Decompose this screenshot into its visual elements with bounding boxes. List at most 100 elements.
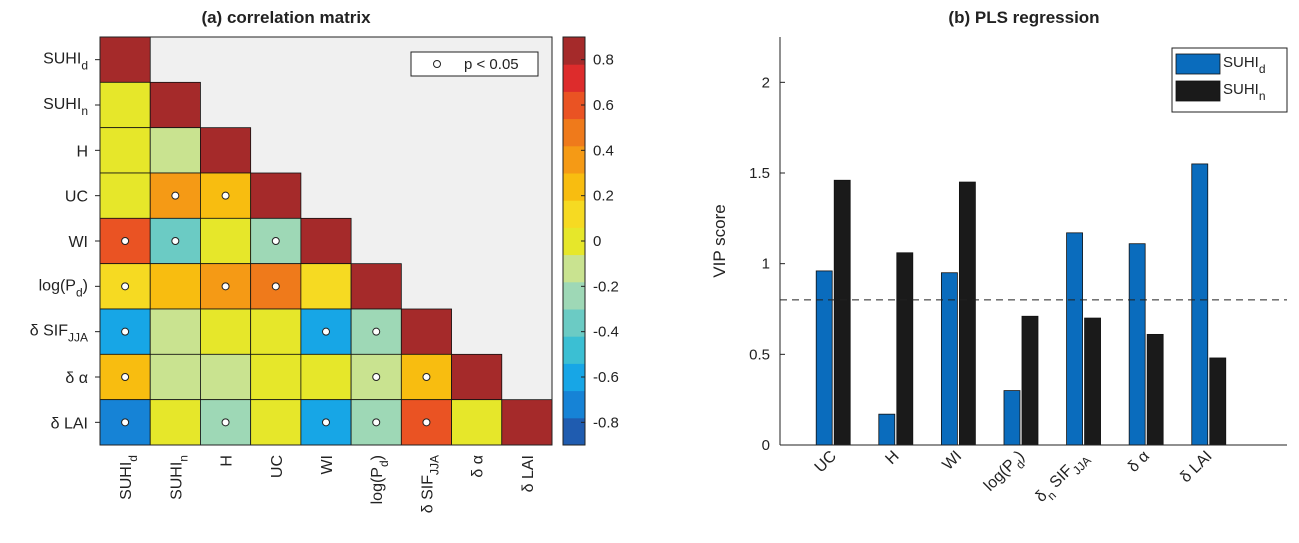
bar-legend-swatch — [1175, 80, 1221, 102]
bar-legend-swatch — [1175, 53, 1221, 75]
colorbar-tick-label: 0 — [593, 233, 601, 250]
colorbar-tick-label: 0.4 — [593, 142, 614, 159]
x-tick-label-group: δ LAI — [1177, 448, 1215, 486]
significance-dot — [121, 282, 130, 291]
correlation-title: (a) correlation matrix — [201, 8, 371, 27]
bar-legend: SUHId SUHIn — [1171, 47, 1288, 113]
bar — [1066, 232, 1083, 446]
significance-dot — [121, 373, 130, 381]
column-label-group: SUHId — [118, 455, 140, 500]
heatmap-cell — [99, 127, 151, 174]
heatmap-cell — [250, 399, 302, 446]
column-label-group: δ LAI — [520, 455, 537, 492]
x-tick-label-group: δn SIFJJA — [1032, 448, 1093, 509]
heatmap-cell — [451, 399, 503, 446]
bar — [1146, 333, 1164, 446]
significance-dot — [221, 418, 230, 427]
x-tick-label: WI — [939, 448, 965, 474]
colorbar-segment — [563, 390, 585, 419]
heatmap-cell — [99, 172, 151, 219]
colorbar-tick-label: -0.4 — [593, 324, 619, 341]
row-label: log(Pd) — [39, 277, 88, 299]
y-tick-label: 1.5 — [749, 165, 770, 182]
bar — [958, 181, 976, 446]
x-tick-label: δn SIFJJA — [1032, 448, 1093, 509]
x-tick-label-group: log(Pd) — [981, 448, 1028, 495]
bar — [940, 272, 958, 446]
bar — [1021, 315, 1039, 446]
colorbar-segment — [563, 118, 585, 147]
pls-panel: (b) PLS regression 0 0.5 1 1.5 2 UC H WI log(Pd… — [710, 8, 1288, 509]
heatmap-cell — [99, 36, 151, 83]
heatmap-frame — [99, 36, 553, 446]
heatmap-cell — [501, 399, 553, 446]
colorbar-segment — [563, 200, 585, 228]
bar — [1128, 243, 1146, 446]
heatmap-cell — [200, 127, 252, 174]
colorbar-segment — [563, 281, 585, 310]
heatmap-cell — [250, 308, 302, 355]
column-label: H — [219, 455, 236, 467]
significance-dot — [121, 237, 130, 245]
significance-dot — [372, 418, 381, 427]
colorbar-segment — [563, 173, 585, 201]
significance-dot — [271, 237, 280, 245]
y-ticks: 0 0.5 1 1.5 2 — [749, 74, 785, 454]
column-label: δ α — [470, 455, 487, 478]
x-tick-label-group: H — [882, 448, 902, 468]
bar — [1209, 357, 1227, 446]
colorbar-tick-label: -0.6 — [593, 369, 619, 386]
heatmap-cell — [149, 353, 201, 401]
colorbar-segment — [563, 64, 585, 92]
x-tick-label-group: UC — [812, 448, 840, 476]
bar — [878, 413, 896, 446]
significance-dot — [121, 327, 130, 336]
heatmap-cell — [300, 217, 352, 265]
heatmap-cell — [300, 353, 352, 401]
column-label-group: H — [219, 455, 236, 467]
column-label-group: UC — [269, 455, 286, 478]
colorbar-segment — [563, 363, 585, 392]
colorbar-segment — [563, 91, 585, 120]
row-label: WI — [68, 234, 88, 251]
significance-dots — [121, 191, 431, 427]
colorbar-tick-label: -0.2 — [593, 278, 619, 295]
column-label: WI — [319, 455, 336, 475]
column-label-group: SUHIn — [168, 455, 190, 500]
correlation-panel: (a) correlation matrix SUHId SUHIn H UC WI lo… — [30, 8, 619, 513]
x-tick-label: UC — [812, 448, 840, 476]
colorbar-segment — [563, 145, 585, 174]
colorbar-segment — [563, 227, 585, 256]
column-label: δ LAI — [520, 455, 537, 492]
row-label: δ LAI — [51, 415, 88, 432]
significance-dot — [322, 418, 330, 427]
significance-dot — [271, 282, 280, 291]
colorbar-segment — [563, 417, 585, 446]
row-label: δ SIFJJA — [30, 323, 88, 345]
pls-title: (b) PLS regression — [948, 8, 1099, 27]
y-tick-label: 0 — [762, 437, 770, 454]
colorbar-tick-label: -0.8 — [593, 414, 619, 431]
row-labels: SUHId SUHIn H UC WI log(Pd) δ SIFJJA δ α δ LAI — [30, 51, 100, 432]
bar-legend-label: SUHIn — [1223, 81, 1266, 103]
colorbar-segment — [563, 37, 585, 65]
column-label: UC — [269, 455, 286, 478]
y-tick-label: 0.5 — [749, 346, 770, 363]
bar — [1003, 390, 1021, 446]
y-tick-label: 1 — [762, 256, 770, 273]
heatmap-cell — [451, 353, 503, 401]
heatmap-cell — [350, 263, 402, 310]
heatmap-cell — [400, 308, 452, 355]
significance-dot — [171, 191, 180, 200]
x-tick-labels: UC H WI log(Pd)δn SIFJJA δ α δ LAI — [812, 448, 1216, 509]
significance-dot — [372, 373, 381, 381]
significance-dot — [372, 327, 381, 336]
heatmap-cell — [200, 308, 252, 355]
heatmap-cell — [300, 263, 352, 310]
bar — [896, 252, 914, 446]
heatmap-cell — [149, 81, 201, 129]
column-label-group: δ SIFJJA — [419, 455, 441, 513]
significance-dot — [422, 418, 431, 427]
row-label: UC — [65, 189, 88, 206]
bar — [1191, 163, 1209, 446]
